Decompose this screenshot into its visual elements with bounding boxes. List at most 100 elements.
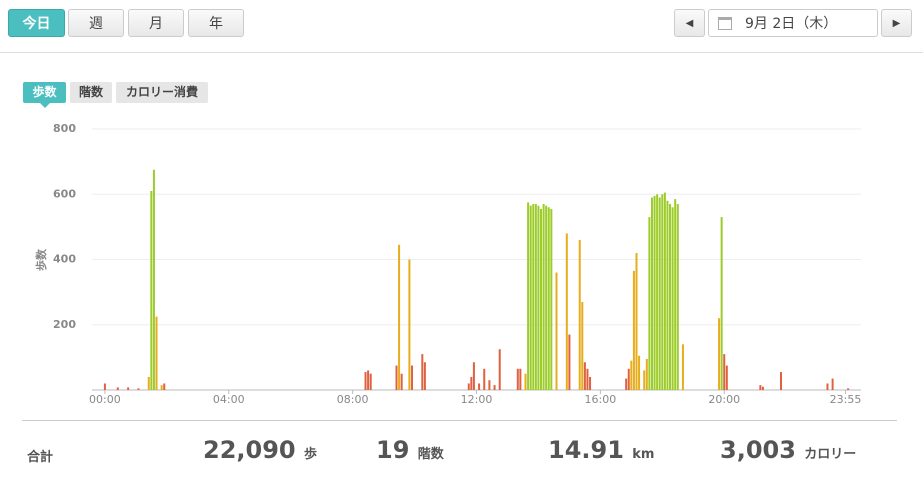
bar (472, 362, 475, 390)
bar (163, 383, 166, 390)
bar (661, 194, 664, 390)
bar (483, 368, 486, 390)
bar (470, 376, 473, 390)
bar (534, 204, 537, 390)
bar (581, 301, 584, 390)
bar (638, 355, 641, 390)
y-tick-label: 200 (53, 318, 76, 331)
bar (524, 373, 527, 390)
bar (681, 344, 684, 390)
toolbar: 今日 週 月 年 ◀ 9月 2日（木） ▶ (0, 0, 923, 53)
bar (421, 354, 424, 390)
y-tick-label: 400 (53, 253, 76, 266)
bar (527, 202, 530, 390)
summary-unit: km (632, 447, 655, 462)
bar (369, 373, 372, 390)
bar (759, 385, 762, 390)
bar (780, 372, 783, 390)
bar (408, 259, 411, 390)
bar (423, 362, 426, 390)
tab-button[interactable]: 月 (128, 9, 184, 37)
tab-button[interactable]: 週 (68, 9, 124, 37)
bar (555, 272, 558, 390)
x-tick-label: 20:00 (708, 393, 740, 406)
bar (367, 370, 370, 390)
bar (663, 192, 666, 390)
chart-tab[interactable]: カロリー消費 (116, 82, 208, 103)
bar (160, 385, 163, 390)
bar (645, 359, 648, 390)
bar (127, 387, 130, 390)
bar (540, 208, 543, 390)
tab-button[interactable]: 今日 (8, 9, 65, 37)
y-axis-label: 歩数 (34, 248, 48, 271)
bar (627, 368, 630, 390)
x-tick-label: 00:00 (89, 393, 121, 406)
bar (583, 362, 586, 390)
chart-tab[interactable]: 階数 (70, 82, 112, 103)
chart: 歩数 200 400 600 800 00:00 04:00 08:00 12:00 16:00… (34, 122, 861, 406)
bar (643, 370, 646, 390)
bar (519, 368, 522, 390)
bar (498, 349, 501, 390)
tab-pointer (40, 103, 50, 108)
bar (674, 199, 677, 390)
bar (635, 252, 638, 390)
chart-tab[interactable]: 歩数 (23, 82, 66, 103)
y-tick-label: 600 (53, 187, 76, 200)
next-button[interactable]: ▶ (881, 9, 912, 37)
bar (653, 195, 656, 390)
tab-button[interactable]: 年 (188, 9, 244, 37)
summary-value: 22,090 (203, 436, 296, 464)
bar (545, 205, 548, 390)
bar (550, 208, 553, 390)
summary-label: 合計 (27, 450, 54, 465)
x-tick-label: 08:00 (337, 393, 369, 406)
bar (586, 368, 589, 390)
bar (150, 190, 153, 390)
bar (589, 376, 592, 390)
bar (398, 244, 401, 390)
bar (137, 388, 140, 390)
bar (116, 387, 119, 390)
bar (568, 334, 571, 390)
x-tick-label: 12:00 (461, 393, 493, 406)
bar (650, 197, 653, 390)
bar (656, 194, 659, 390)
bar (648, 217, 651, 390)
bar (395, 365, 398, 390)
bar (537, 205, 540, 390)
bar (488, 380, 491, 390)
bar (632, 270, 635, 390)
bar (826, 383, 829, 390)
summary-value: 19 (376, 436, 410, 464)
bar (516, 368, 519, 390)
bar (542, 204, 545, 390)
prev-button[interactable]: ◀ (674, 9, 705, 37)
date-field[interactable]: 9月 2日（木） (708, 9, 878, 37)
bar (400, 373, 403, 390)
bar (669, 204, 672, 390)
bar (478, 383, 481, 390)
divider (22, 420, 897, 421)
bar (565, 233, 568, 390)
bar (676, 204, 679, 390)
bar (831, 378, 834, 390)
bar (364, 372, 367, 390)
bar (761, 386, 764, 390)
bar (671, 207, 674, 390)
bar (532, 204, 535, 390)
bar (847, 388, 850, 390)
bar (725, 365, 728, 390)
x-tick-label: 04:00 (213, 393, 245, 406)
summary-value: 14.91 (548, 436, 624, 464)
summary-item: 3,003 カロリー (720, 436, 856, 464)
bar (103, 383, 106, 390)
bar (152, 169, 155, 390)
bar (578, 239, 581, 390)
bar (467, 383, 470, 390)
bar (547, 207, 550, 390)
bar (723, 354, 726, 390)
summary-unit: 階数 (417, 447, 444, 462)
